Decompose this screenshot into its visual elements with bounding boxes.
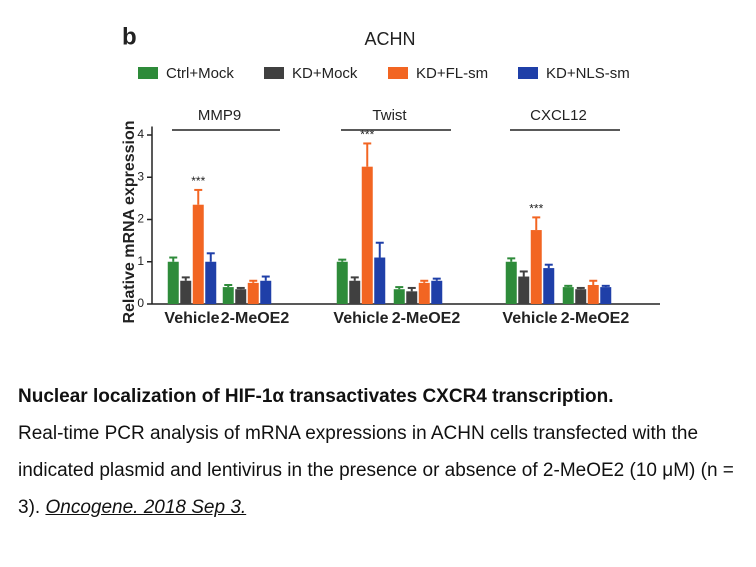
caption-text: Real-time PCR analysis of mRNA expressio… [18, 423, 734, 518]
bar [393, 289, 405, 304]
bar [518, 276, 530, 304]
legend-label: Ctrl+Mock [166, 65, 234, 82]
bar [349, 280, 361, 304]
bar [543, 268, 555, 304]
bar [336, 261, 348, 304]
legend-swatch [138, 67, 158, 79]
x-tick-label: 2-MeOE2 [561, 310, 630, 327]
y-tick-label: 4 [137, 127, 144, 141]
x-tick-label: Vehicle [333, 310, 388, 327]
bar [235, 289, 247, 304]
bar [562, 287, 574, 304]
significance-label: *** [529, 202, 543, 216]
bar [530, 230, 542, 304]
panel-title: CXCL12 [530, 107, 587, 124]
x-tick-label: Vehicle [502, 310, 557, 327]
bar [260, 280, 272, 304]
bar [374, 257, 386, 304]
x-tick-label: Vehicle [164, 310, 219, 327]
legend-swatch [518, 67, 538, 79]
citation-link[interactable]: Oncogene. 2018 Sep 3. [45, 497, 247, 518]
bar [575, 289, 587, 304]
bar [205, 261, 217, 304]
y-tick-label: 1 [137, 254, 144, 268]
bar [418, 282, 430, 304]
bar [505, 261, 517, 304]
y-tick-label: 3 [137, 169, 144, 183]
bar [431, 280, 443, 304]
bar [180, 280, 192, 304]
bar [587, 284, 599, 304]
bar [192, 204, 204, 304]
bar [167, 261, 179, 304]
x-tick-label: 2-MeOE2 [221, 310, 290, 327]
y-axis-label: Relative mRNA expression [121, 120, 138, 323]
bar [406, 291, 418, 304]
legend-swatch [388, 67, 408, 79]
bar [247, 282, 259, 304]
panel-title: MMP9 [198, 107, 241, 124]
caption-title: Nuclear localization of HIF-1α transacti… [18, 386, 614, 407]
bar [361, 166, 373, 304]
x-tick-label: 2-MeOE2 [392, 310, 461, 327]
caption: Nuclear localization of HIF-1α transacti… [18, 378, 754, 526]
legend-label: KD+FL-sm [416, 65, 488, 82]
legend-label: KD+NLS-sm [546, 65, 630, 82]
significance-label: *** [360, 128, 374, 142]
bar [222, 287, 234, 304]
panel-label: b [122, 23, 137, 50]
legend-label: KD+Mock [292, 65, 358, 82]
chart: b ACHN Relative mRNA expression Ctrl+Moc… [121, 23, 660, 327]
legend-swatch [264, 67, 284, 79]
y-tick-label: 0 [137, 296, 144, 310]
significance-label: *** [191, 174, 205, 188]
panel-title: Twist [372, 107, 407, 124]
bar [600, 287, 612, 304]
y-tick-label: 2 [137, 212, 144, 226]
chart-title: ACHN [364, 29, 415, 49]
